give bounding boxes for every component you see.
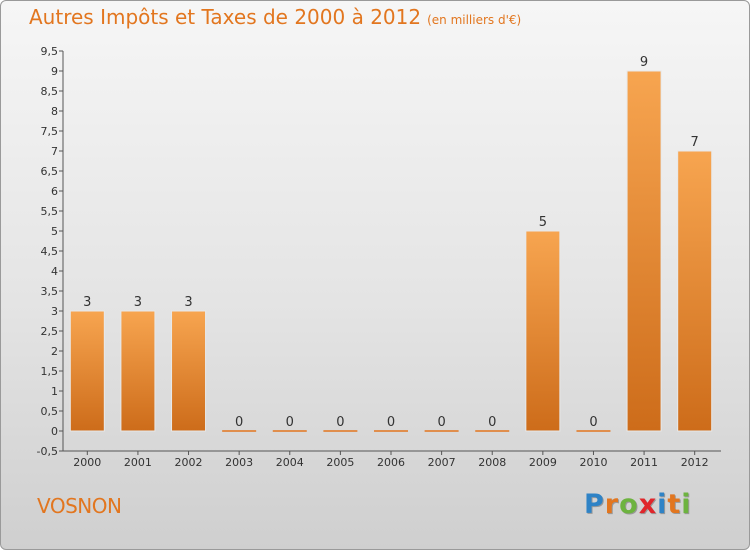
data-label: 0 bbox=[589, 415, 597, 430]
logo-letter: P bbox=[584, 489, 605, 520]
data-label: 0 bbox=[387, 415, 395, 430]
y-tick-label: 0,5 bbox=[41, 405, 59, 418]
title-text: Autres Impôts et Taxes de 2000 à 2012 bbox=[29, 5, 422, 29]
data-label: 0 bbox=[336, 415, 344, 430]
x-tick-label: 2010 bbox=[579, 456, 607, 469]
y-tick-label: -0,5 bbox=[37, 445, 58, 458]
y-tick-label: 7,5 bbox=[41, 125, 59, 138]
y-tick-label: 4,5 bbox=[41, 245, 59, 258]
bar bbox=[69, 310, 105, 432]
bars bbox=[69, 70, 713, 432]
data-label: 0 bbox=[488, 415, 496, 430]
data-label: 5 bbox=[539, 215, 547, 230]
y-tick-label: 9,5 bbox=[41, 45, 59, 58]
y-tick-label: 4 bbox=[51, 265, 58, 278]
x-tick-label: 2009 bbox=[529, 456, 557, 469]
x-tick-label: 2007 bbox=[428, 456, 456, 469]
title-unit: (en milliers d'€) bbox=[427, 13, 522, 27]
logo-letter: o bbox=[619, 489, 639, 520]
bar bbox=[171, 310, 207, 432]
bar bbox=[626, 70, 662, 432]
y-tick-label: 8,5 bbox=[41, 85, 59, 98]
y-tick-label: 0 bbox=[51, 425, 58, 438]
x-tick-label: 2011 bbox=[630, 456, 658, 469]
x-tick-label: 2008 bbox=[478, 456, 506, 469]
data-label: 3 bbox=[134, 295, 142, 310]
bar bbox=[677, 150, 713, 432]
y-tick-label: 1,5 bbox=[41, 365, 59, 378]
y-tick-label: 2 bbox=[51, 345, 58, 358]
y-tick-label: 6,5 bbox=[41, 165, 59, 178]
logo-letter: t bbox=[667, 489, 682, 520]
y-tick-label: 3,5 bbox=[41, 285, 59, 298]
y-tick-label: 5,5 bbox=[41, 205, 59, 218]
data-labels: 3 3 3 0 0 0 0 0 0 5 0 9 7 bbox=[83, 55, 699, 430]
logo-letter: x bbox=[638, 489, 658, 520]
y-tick-label: 1 bbox=[51, 385, 58, 398]
x-tick-label: 2004 bbox=[276, 456, 304, 469]
commune-name: VOSNON bbox=[37, 494, 122, 518]
data-label: 0 bbox=[437, 415, 445, 430]
y-tick-label: 8 bbox=[51, 105, 58, 118]
logo-letter: i bbox=[681, 489, 692, 520]
logo-letter: r bbox=[604, 489, 620, 520]
data-label: 7 bbox=[691, 135, 699, 150]
y-tick-label: 2,5 bbox=[41, 325, 59, 338]
data-label: 3 bbox=[184, 295, 192, 310]
x-tick-label: 2003 bbox=[225, 456, 253, 469]
x-tick-label: 2012 bbox=[681, 456, 709, 469]
y-tick-label: 3 bbox=[51, 305, 58, 318]
data-label: 3 bbox=[83, 295, 91, 310]
bar bbox=[525, 230, 561, 432]
x-tick-label: 2006 bbox=[377, 456, 405, 469]
data-label: 9 bbox=[640, 55, 648, 70]
y-tick-label: 6 bbox=[51, 185, 58, 198]
y-tick-label: 9 bbox=[51, 65, 58, 78]
bar bbox=[120, 310, 156, 432]
y-tick-label: 5 bbox=[51, 225, 58, 238]
x-tick-label: 2001 bbox=[124, 456, 152, 469]
proxiti-logo[interactable]: Proxiti bbox=[584, 489, 692, 520]
data-label: 0 bbox=[235, 415, 243, 430]
data-label: 0 bbox=[286, 415, 294, 430]
axes: -0,5 0 0,5 1 1,5 2 2,5 3 3,5 4 4,5 5 5,5 6 6,5 7 7,5 8 8,5… bbox=[37, 45, 721, 469]
x-tick-label: 2005 bbox=[326, 456, 354, 469]
x-tick-label: 2000 bbox=[73, 456, 101, 469]
chart-title: Autres Impôts et Taxes de 2000 à 2012 (en… bbox=[29, 5, 521, 29]
x-tick-label: 2002 bbox=[175, 456, 203, 469]
y-tick-label: 7 bbox=[51, 145, 58, 158]
logo-letter: i bbox=[657, 489, 668, 520]
